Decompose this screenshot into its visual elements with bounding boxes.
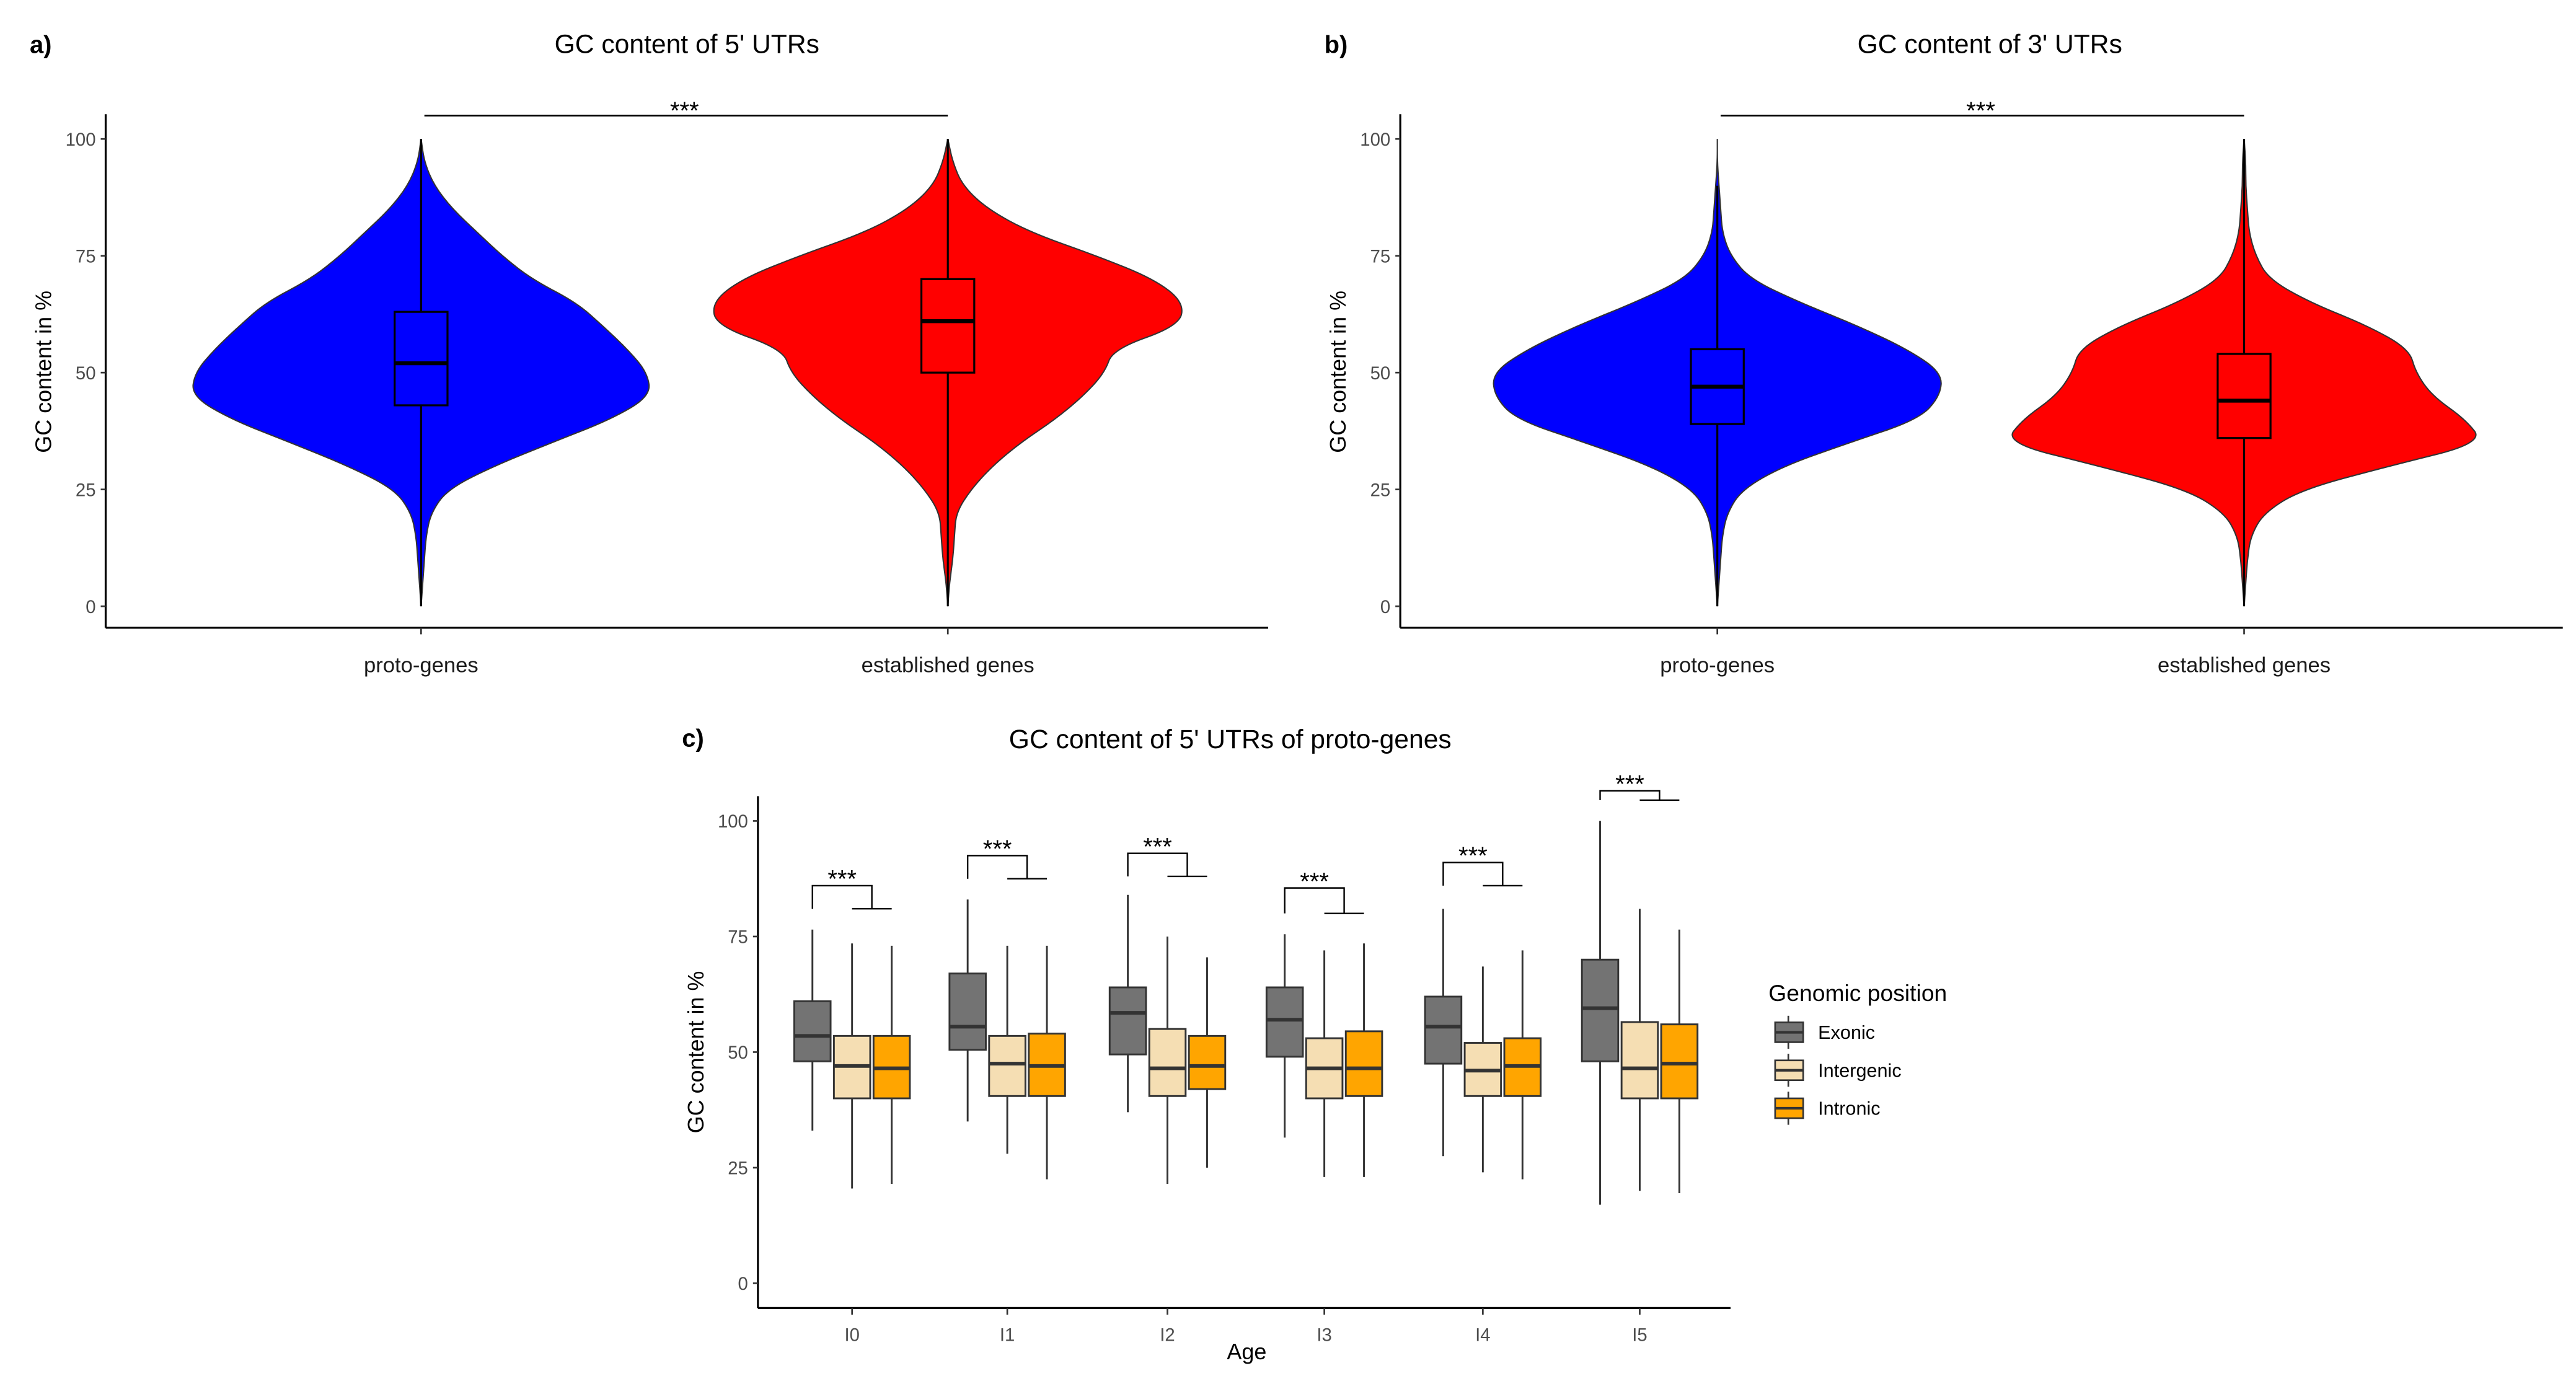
panel-c-label: c) xyxy=(682,725,704,752)
panel-c-exonic-I4-box xyxy=(1424,995,1463,1065)
panel-b-y-tick-label: 75 xyxy=(1370,246,1391,267)
panel-a-box xyxy=(920,278,976,374)
panel-b-title: GC content of 3' UTRs xyxy=(1858,30,2122,60)
panel-c-exonic-I0-box xyxy=(793,1000,832,1062)
legend-label-intergenic: Intergenic xyxy=(1818,1060,1902,1081)
panel-c-significance-I2-label: *** xyxy=(1143,833,1172,860)
panel-a-y-tick-label: 50 xyxy=(76,363,96,384)
panel-b-y-tick-label: 0 xyxy=(1380,597,1390,617)
panel-c-y-tick-label: 0 xyxy=(738,1274,748,1294)
panel-a-x-tick-label: proto-genes xyxy=(364,654,479,677)
panel-c-significance-I4-bracket xyxy=(1442,862,1504,886)
panel-c-xlabel: Age xyxy=(1227,1339,1266,1364)
panel-b-y-tick-label: 50 xyxy=(1370,363,1391,384)
panel-a-y-tick-label: 100 xyxy=(66,130,96,150)
panel-c-exonic-I1-box xyxy=(948,972,987,1051)
panel-a-box xyxy=(394,311,449,407)
panel-c-x-tick-label: I0 xyxy=(844,1325,859,1346)
panel-c-intronic-I5-box xyxy=(1660,1023,1699,1100)
panel-b-box xyxy=(2217,353,2272,439)
panel-b-y-tick-label: 25 xyxy=(1370,480,1391,500)
panel-c-significance-I0-label: *** xyxy=(827,866,857,893)
legend: Genomic position Exonic Intergenic Intro… xyxy=(1768,980,1947,1119)
panel-c-y-tick-label: 100 xyxy=(718,811,748,832)
panel-c-x-tick-label: I4 xyxy=(1475,1325,1490,1346)
panel-c-intronic-I3-box xyxy=(1344,1030,1383,1097)
panel-b-significance-label: *** xyxy=(1966,97,1995,125)
panel-c-significance-I5-bracket xyxy=(1599,790,1661,800)
panel-c-exonic-I3-box xyxy=(1265,986,1304,1058)
panel-c-y-tick-label: 75 xyxy=(728,927,748,948)
panel-b-x-tick-label: proto-genes xyxy=(1660,654,1775,677)
panel-c-exonic-I5-box xyxy=(1581,958,1620,1062)
panel-c-intronic-I2-box xyxy=(1188,1034,1227,1090)
panel-c-significance-I3-label: *** xyxy=(1300,868,1329,895)
panel-b-violin-proto xyxy=(1493,139,1942,607)
panel-a-x-tick-label: established genes xyxy=(862,654,1034,677)
panel-a-significance-label: *** xyxy=(670,97,699,125)
panel-a-y-tick-label: 0 xyxy=(86,597,95,617)
panel-b-ylabel: GC content in % xyxy=(1325,291,1351,453)
panel-c-significance-I5-label: *** xyxy=(1615,771,1644,798)
panel-c-exonic-I2-box xyxy=(1108,986,1147,1056)
legend-label-exonic: Exonic xyxy=(1818,1022,1875,1043)
panel-a-ylabel: GC content in % xyxy=(31,291,56,453)
panel-c-significance-I0-bracket xyxy=(811,884,873,909)
panel-a-y-tick-label: 25 xyxy=(76,480,96,500)
panel-c-x-tick-label: I2 xyxy=(1160,1325,1175,1346)
panel-a-title: GC content of 5' UTRs xyxy=(555,30,819,60)
panel-c-x-tick-label: I5 xyxy=(1632,1325,1647,1346)
panel-a-y-tick-label: 75 xyxy=(76,246,96,267)
panel-c-significance-I1-label: *** xyxy=(983,836,1012,863)
panel-c-y-tick-label: 25 xyxy=(728,1158,748,1179)
panel-c-significance-I1-bracket xyxy=(966,855,1028,879)
panel-c-y-tick-label: 50 xyxy=(728,1043,748,1063)
panel-c-significance-I3-bracket xyxy=(1284,887,1345,914)
panel-c-x-tick-label: I3 xyxy=(1317,1325,1331,1346)
panel-c-ylabel: GC content in % xyxy=(683,971,708,1134)
legend-label-intronic: Intronic xyxy=(1818,1098,1880,1119)
legend-title: Genomic position xyxy=(1768,980,1947,1006)
panel-b-label: b) xyxy=(1325,32,1348,59)
panel-c-x-tick-label: I1 xyxy=(1000,1325,1015,1346)
panel-c-intergenic-I1-box xyxy=(988,1034,1026,1097)
panel-a-label: a) xyxy=(30,32,52,59)
panel-c-title: GC content of 5' UTRs of proto-genes xyxy=(1009,725,1452,754)
panel-c-intergenic-I5-box xyxy=(1620,1021,1659,1100)
panel-c-significance-I4-label: *** xyxy=(1458,842,1488,870)
panel-b-x-tick-label: established genes xyxy=(2158,654,2331,677)
panel-b-y-tick-label: 100 xyxy=(1360,130,1390,150)
panel-c-significance-I2-bracket xyxy=(1127,852,1188,876)
panel-c-intergenic-I2-box xyxy=(1148,1028,1187,1097)
